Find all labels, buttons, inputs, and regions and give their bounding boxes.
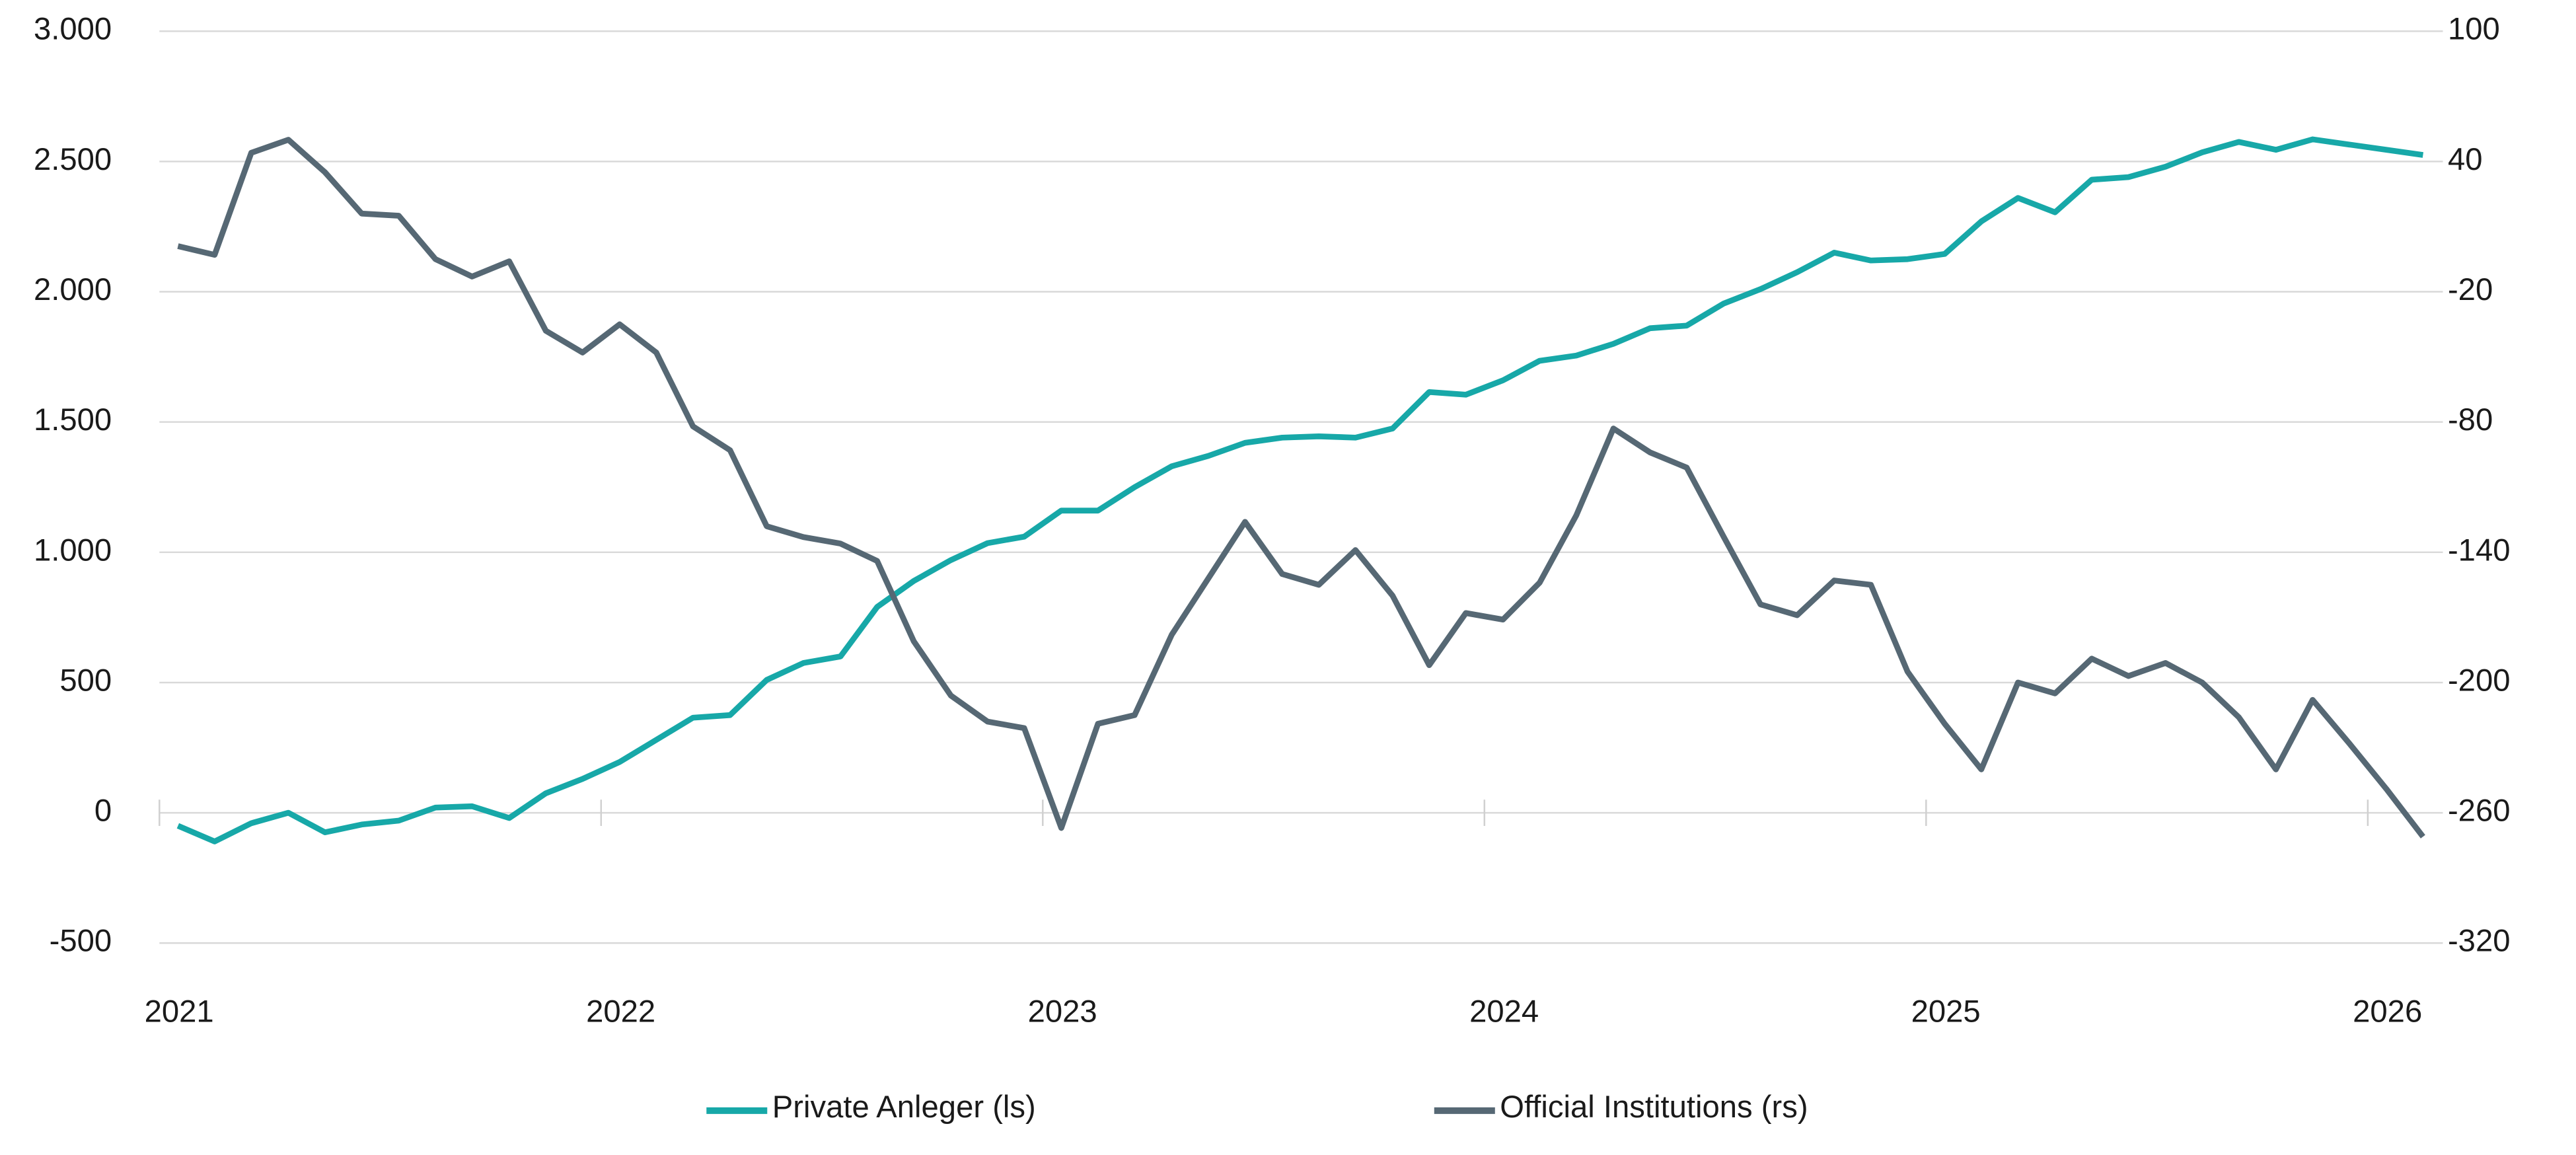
y-tick-label: 0 [94, 794, 112, 829]
x-tick-label: 2023 [1028, 994, 1097, 1029]
x-tick-label: 2026 [2353, 994, 2422, 1029]
x-tick-label: 2021 [145, 994, 214, 1029]
legend-label: Official Institutions (rs) [1500, 1090, 1808, 1125]
y-tick-label: 2.500 [34, 142, 112, 177]
y2-tick-label: 40 [2448, 142, 2483, 177]
y2-tick-label: -260 [2448, 794, 2511, 829]
y2-tick-label: -20 [2448, 272, 2493, 307]
y-tick-label: -500 [50, 924, 112, 959]
y2-tick-label: -140 [2448, 533, 2511, 568]
y2-tick-label: -200 [2448, 663, 2511, 698]
data-line [177, 137, 2425, 838]
y-tick-label: 2.000 [34, 272, 112, 307]
y-tick-label: 500 [59, 663, 112, 698]
y2-tick-label: -320 [2448, 924, 2511, 959]
y-tick-label: 3.000 [34, 12, 112, 47]
x-tick-label: 2025 [1911, 994, 1981, 1029]
data-line [176, 136, 2424, 844]
legend-label: Private Anleger (ls) [772, 1090, 1036, 1125]
y2-tick-label: -80 [2448, 402, 2493, 437]
y-tick-label: 1.500 [34, 402, 112, 437]
x-tick-label: 2022 [586, 994, 655, 1029]
y2-tick-label: 100 [2448, 12, 2500, 47]
y-tick-label: 1.000 [34, 533, 112, 568]
x-tick-label: 2024 [1469, 994, 1539, 1029]
